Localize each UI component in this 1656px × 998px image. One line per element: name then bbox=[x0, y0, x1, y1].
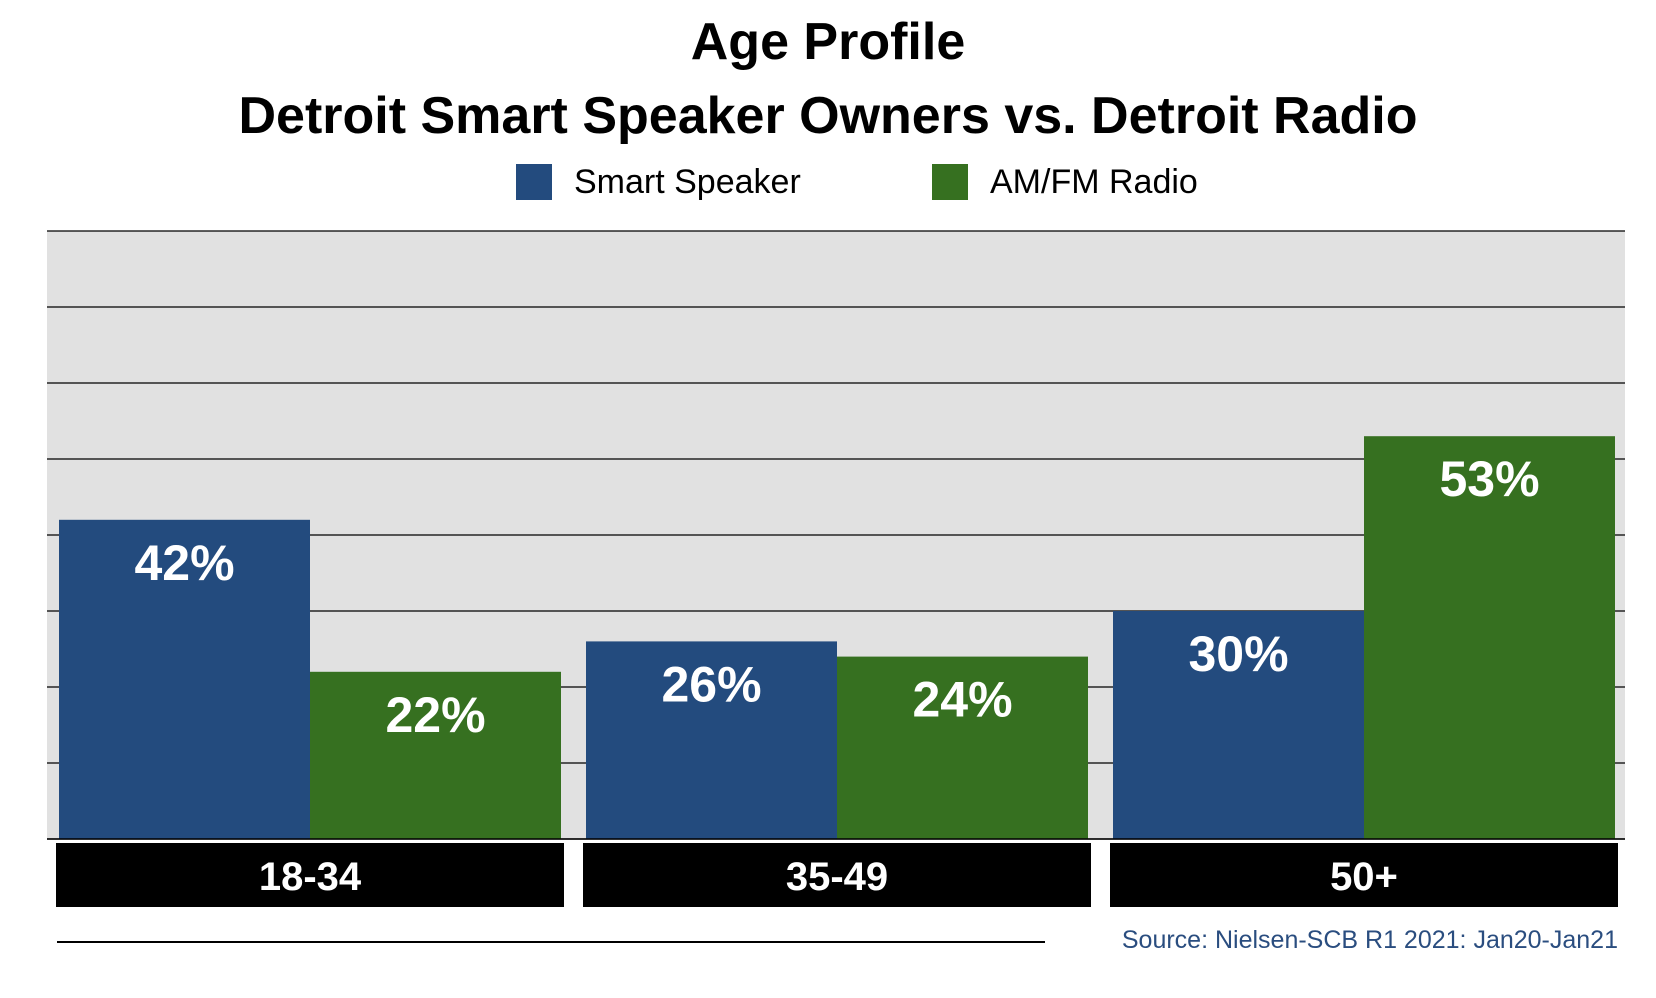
category-label-box bbox=[1110, 843, 1618, 907]
legend-label-amfm-radio: AM/FM Radio bbox=[990, 162, 1198, 201]
data-label: 30% bbox=[1188, 626, 1288, 682]
bar-smart-speaker-18-34 bbox=[59, 519, 310, 839]
bar-am-fm-radio-18-34 bbox=[310, 671, 561, 839]
data-label: 26% bbox=[661, 656, 761, 712]
legend-swatch-amfm-radio bbox=[932, 164, 968, 200]
source-note: Source: Nielsen-SCB R1 2021: Jan20-Jan21 bbox=[1121, 926, 1618, 954]
legend-item-amfm-radio: AM/FM Radio bbox=[932, 162, 1198, 202]
legend-label-smart-speaker: Smart Speaker bbox=[574, 162, 801, 201]
data-label: 53% bbox=[1439, 451, 1539, 507]
category-label: 35-49 bbox=[786, 855, 888, 899]
data-label: 24% bbox=[912, 672, 1012, 728]
data-label: 42% bbox=[134, 535, 234, 591]
bar-smart-speaker-35-49 bbox=[586, 641, 837, 839]
chart-title: Age Profile bbox=[690, 13, 966, 71]
bar-am-fm-radio-50 bbox=[1364, 436, 1615, 839]
category-label: 18-34 bbox=[259, 855, 362, 899]
data-label: 22% bbox=[385, 687, 485, 743]
bar-am-fm-radio-35-49 bbox=[837, 656, 1088, 839]
category-label: 50+ bbox=[1330, 855, 1398, 899]
category-label-box bbox=[56, 843, 564, 907]
bar-smart-speaker-50 bbox=[1113, 611, 1364, 839]
legend-item-smart-speaker: Smart Speaker bbox=[516, 162, 801, 202]
chart-subtitle: Detroit Smart Speaker Owners vs. Detroit… bbox=[238, 87, 1418, 145]
legend-swatch-smart-speaker bbox=[516, 164, 552, 200]
category-label-box bbox=[583, 843, 1091, 907]
